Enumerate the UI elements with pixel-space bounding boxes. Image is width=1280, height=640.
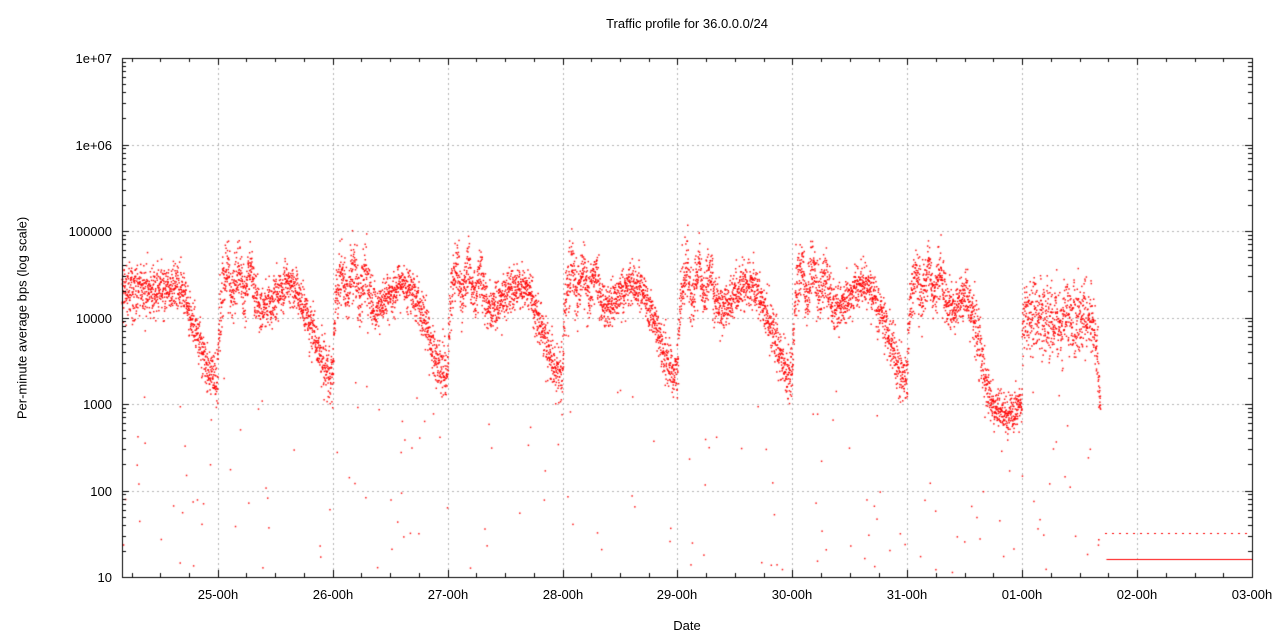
x-tick-label: 25-00h <box>197 587 239 602</box>
x-tick-label: 26-00h <box>312 587 354 602</box>
x-tick-label: 30-00h <box>771 587 813 602</box>
x-axis-label: Date <box>673 618 701 633</box>
y-axis-label: Per-minute average bps (log scale) <box>14 216 30 420</box>
x-tick-label: 03-00h <box>1231 587 1273 602</box>
y-tick-label: 100000 <box>68 224 112 239</box>
y-tick-label: 1000 <box>83 397 112 412</box>
y-tick-label: 1e+06 <box>75 138 112 153</box>
y-tick-label: 1e+07 <box>75 51 112 66</box>
x-tick-label: 01-00h <box>1001 587 1043 602</box>
x-tick-label: 31-00h <box>886 587 928 602</box>
chart-title: Traffic profile for 36.0.0.0/24 <box>606 16 768 31</box>
x-tick-label: 27-00h <box>427 587 469 602</box>
x-tick-label: 02-00h <box>1116 587 1158 602</box>
x-tick-label: 28-00h <box>542 587 584 602</box>
y-tick-label: 10 <box>97 570 112 585</box>
y-tick-label: 100 <box>90 484 112 499</box>
x-tick-label: 29-00h <box>656 587 698 602</box>
y-tick-label: 10000 <box>75 311 112 326</box>
